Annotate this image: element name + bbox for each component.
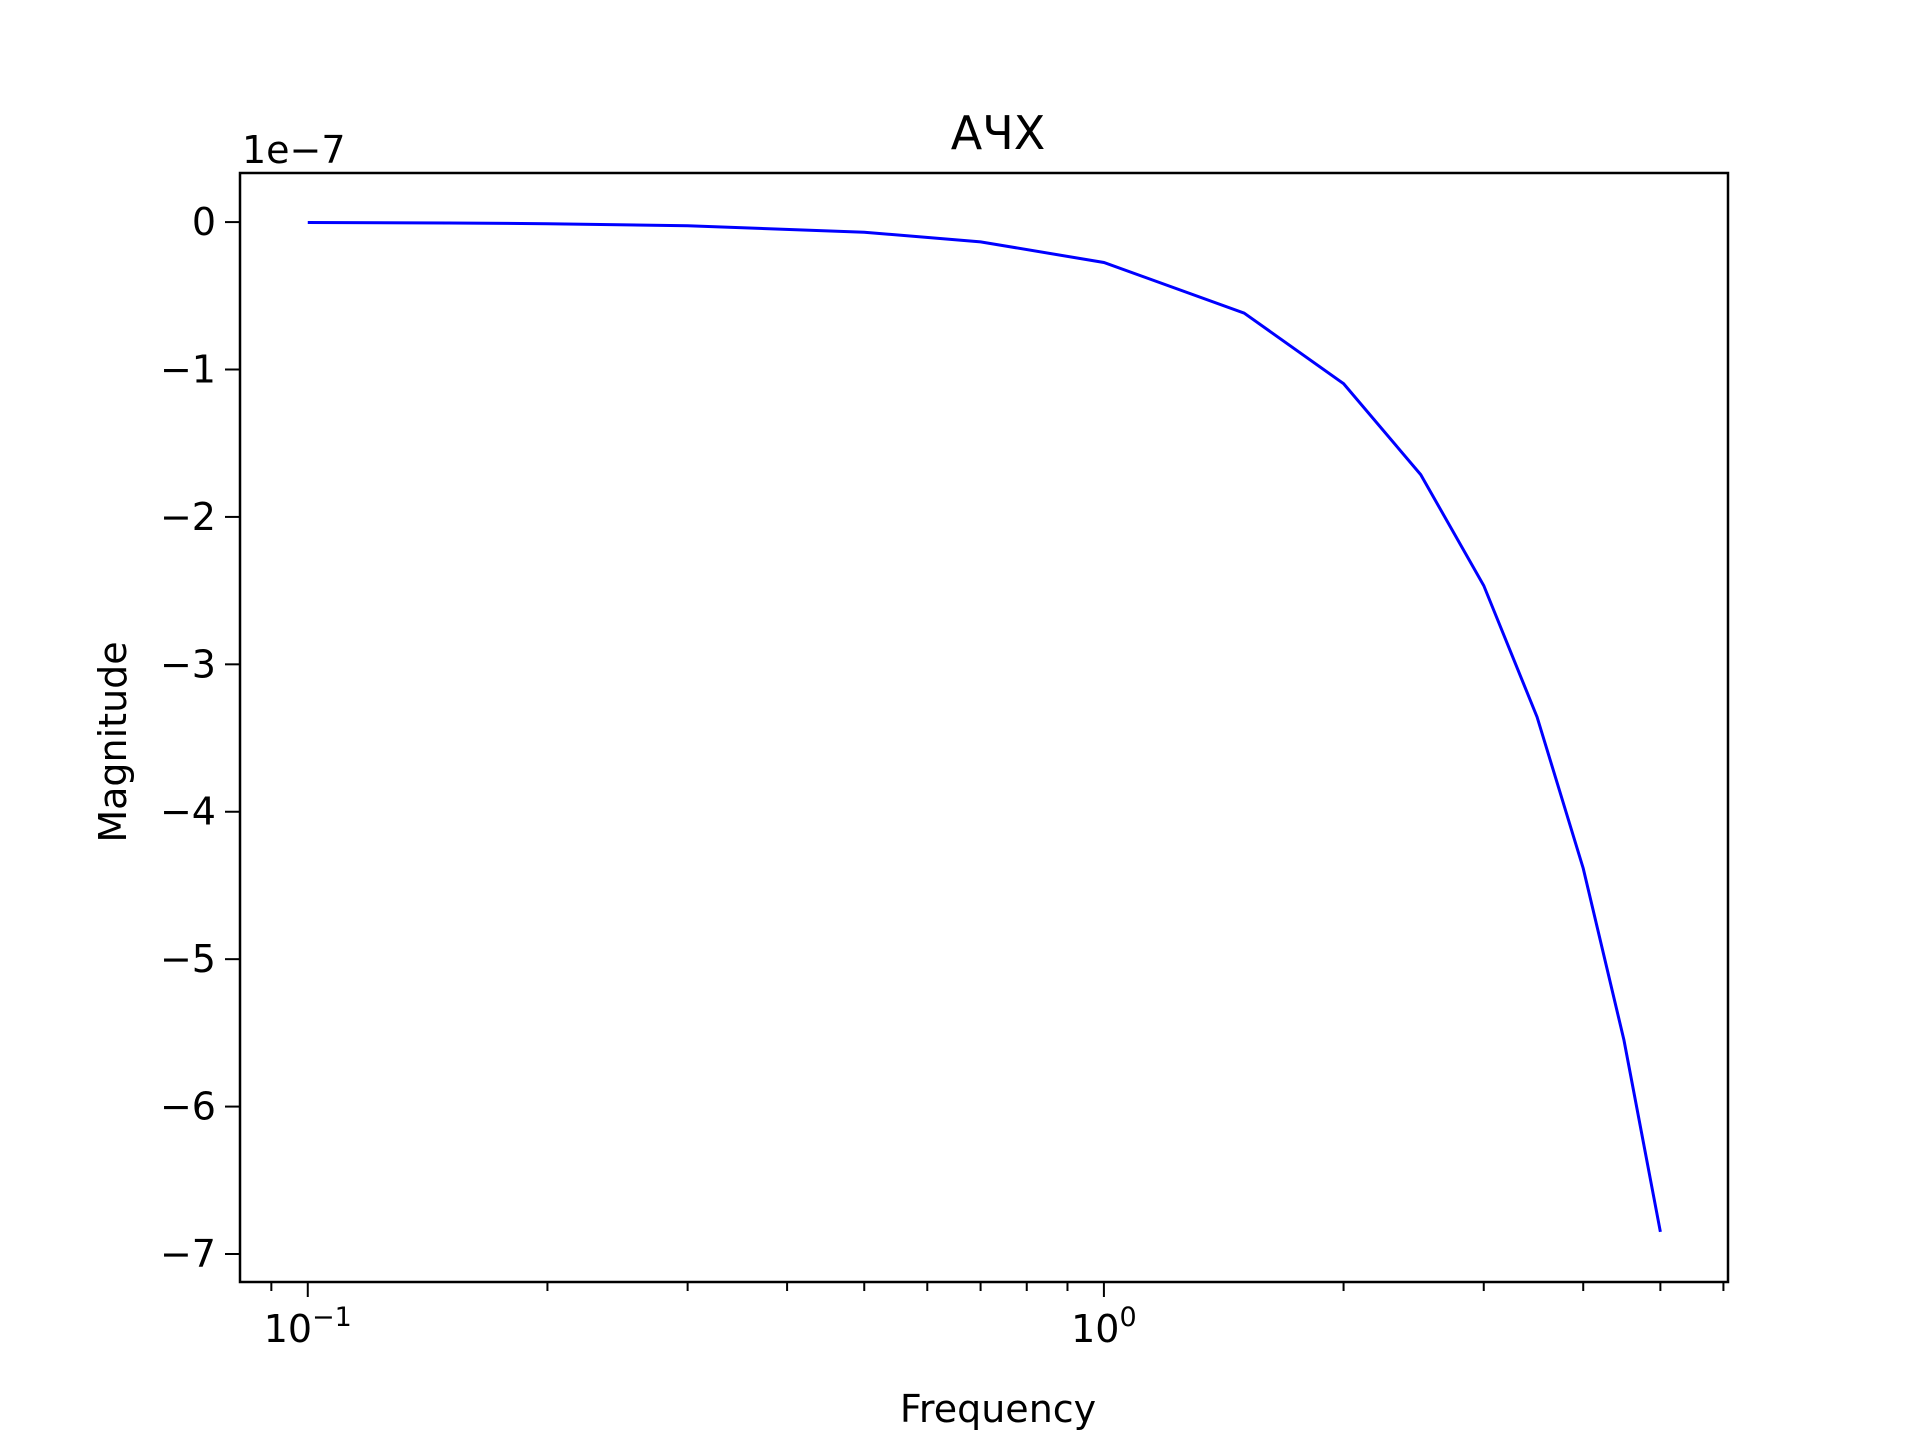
x-tick-base: 10 (264, 1307, 312, 1351)
y-tick-label: −2 (160, 495, 216, 539)
chart-title: АЧХ (951, 106, 1046, 160)
y-tick-label: −1 (160, 348, 216, 392)
x-tick-exponent: −1 (312, 1302, 352, 1333)
x-tick-base: 10 (1071, 1307, 1119, 1351)
y-axis-label: Magnitude (91, 641, 135, 842)
y-tick-label: −4 (160, 790, 216, 834)
x-tick-label: 100 (1071, 1302, 1137, 1351)
x-tick-label: 10−1 (264, 1302, 352, 1351)
plot-frame (238, 171, 1730, 1284)
y-offset-label: 1e−7 (242, 128, 346, 172)
data-line (307, 221, 1662, 1233)
y-tick-label: −3 (160, 642, 216, 686)
x-tick-exponent: 0 (1119, 1302, 1136, 1333)
y-tick-label: −7 (160, 1232, 216, 1276)
x-axis-label: Frequency (900, 1387, 1096, 1431)
y-tick-label: −6 (160, 1085, 216, 1129)
y-tick-label: −5 (160, 937, 216, 981)
y-tick-label: 0 (192, 200, 216, 244)
